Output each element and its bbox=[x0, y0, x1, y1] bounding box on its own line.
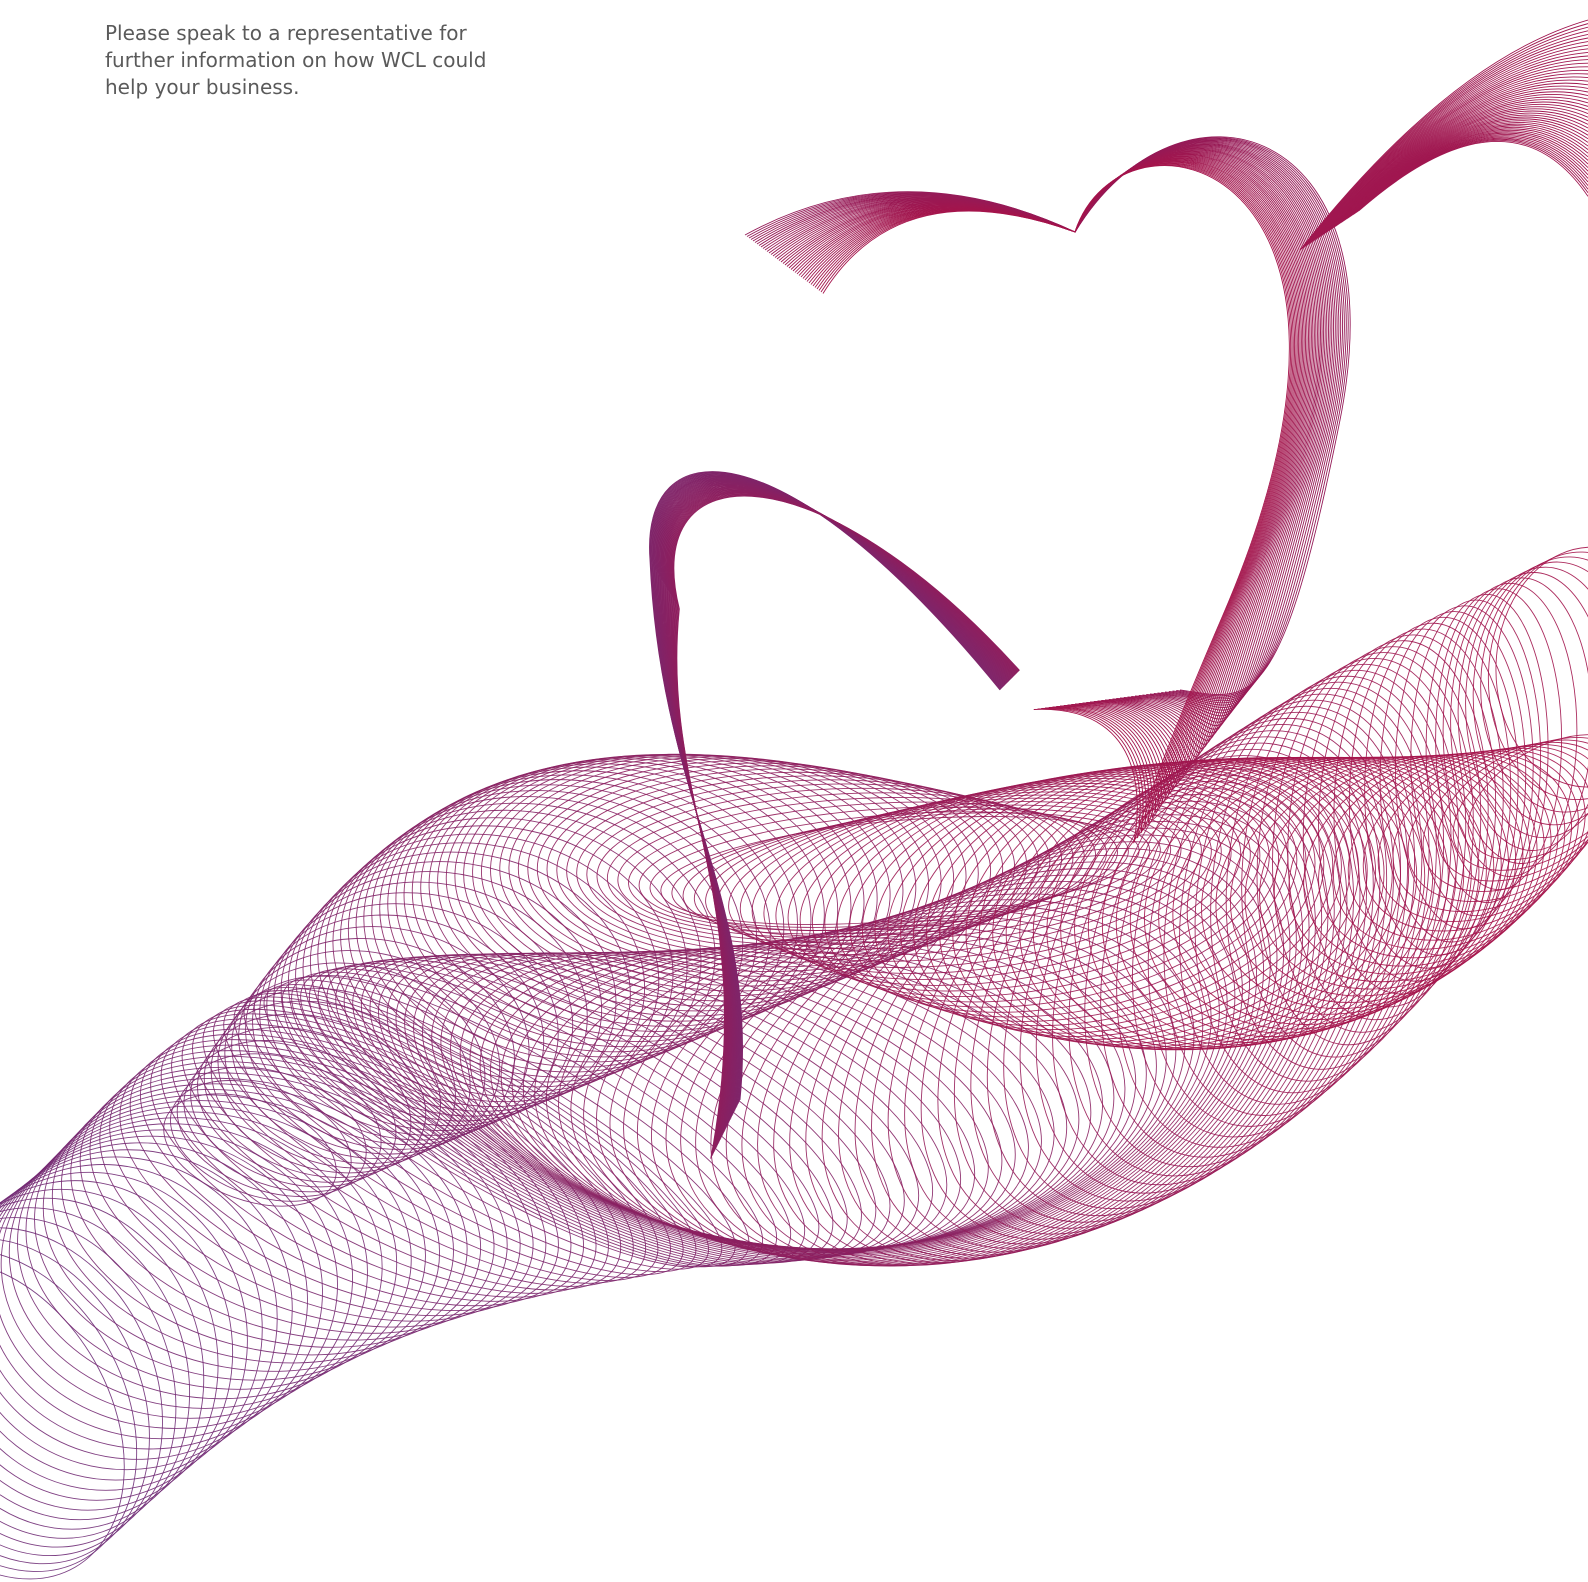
wave-loop bbox=[154, 1058, 368, 1224]
wave-loop bbox=[418, 742, 863, 1049]
wave-loop bbox=[670, 492, 1016, 1149]
wave-loop bbox=[0, 1134, 316, 1468]
wave-loop bbox=[0, 1136, 306, 1484]
wave-loop bbox=[775, 149, 1324, 733]
wave-loop bbox=[546, 767, 1015, 968]
wave-loop bbox=[1326, 94, 1588, 232]
wave-loop bbox=[787, 153, 1314, 757]
wave-loop bbox=[799, 157, 1306, 783]
wave-loop bbox=[797, 157, 1307, 779]
wave-loop bbox=[777, 149, 1322, 736]
page: {"body": {"lines": ["Please speak to a r… bbox=[0, 0, 1588, 1582]
wave-loop bbox=[287, 814, 668, 1135]
wave-loop bbox=[807, 160, 1300, 803]
wave-loop bbox=[0, 1094, 397, 1427]
wave-loop bbox=[671, 778, 1320, 1349]
wave-loop bbox=[817, 164, 1293, 828]
wave-loop bbox=[821, 165, 1291, 838]
wave-loop bbox=[711, 755, 1349, 1350]
wave-loop bbox=[0, 1083, 415, 1422]
paragraph: Please speak to a representative forfurt… bbox=[105, 20, 486, 101]
wave-loop bbox=[813, 162, 1296, 817]
wave-loop bbox=[809, 161, 1299, 808]
wave-loop bbox=[251, 929, 781, 1313]
wave-loop bbox=[156, 956, 671, 1340]
wave-loop bbox=[785, 152, 1316, 752]
wave-loop bbox=[767, 146, 1330, 719]
wave-loop bbox=[1450, 578, 1588, 864]
wave-loop bbox=[1317, 70, 1588, 239]
wave-loop bbox=[91, 984, 597, 1367]
text-line: further information on how WCL could bbox=[105, 47, 486, 74]
wave-loop bbox=[666, 488, 1013, 1140]
wave-loop bbox=[819, 164, 1292, 832]
wave-loop bbox=[0, 1150, 265, 1541]
wave-loop bbox=[823, 166, 1289, 843]
wave-loop bbox=[1331, 104, 1588, 229]
wave-loop bbox=[667, 489, 1014, 1141]
text-line: help your business. bbox=[105, 74, 486, 101]
text-line: Please speak to a representative for bbox=[105, 20, 486, 47]
wave-loop bbox=[10, 1063, 450, 1413]
wave-loop bbox=[664, 486, 1011, 1134]
wave-loop bbox=[0, 1213, 179, 1582]
wave-loop bbox=[684, 770, 1330, 1350]
decorative-waves bbox=[0, 0, 1588, 1582]
wave-loop bbox=[0, 1203, 190, 1582]
